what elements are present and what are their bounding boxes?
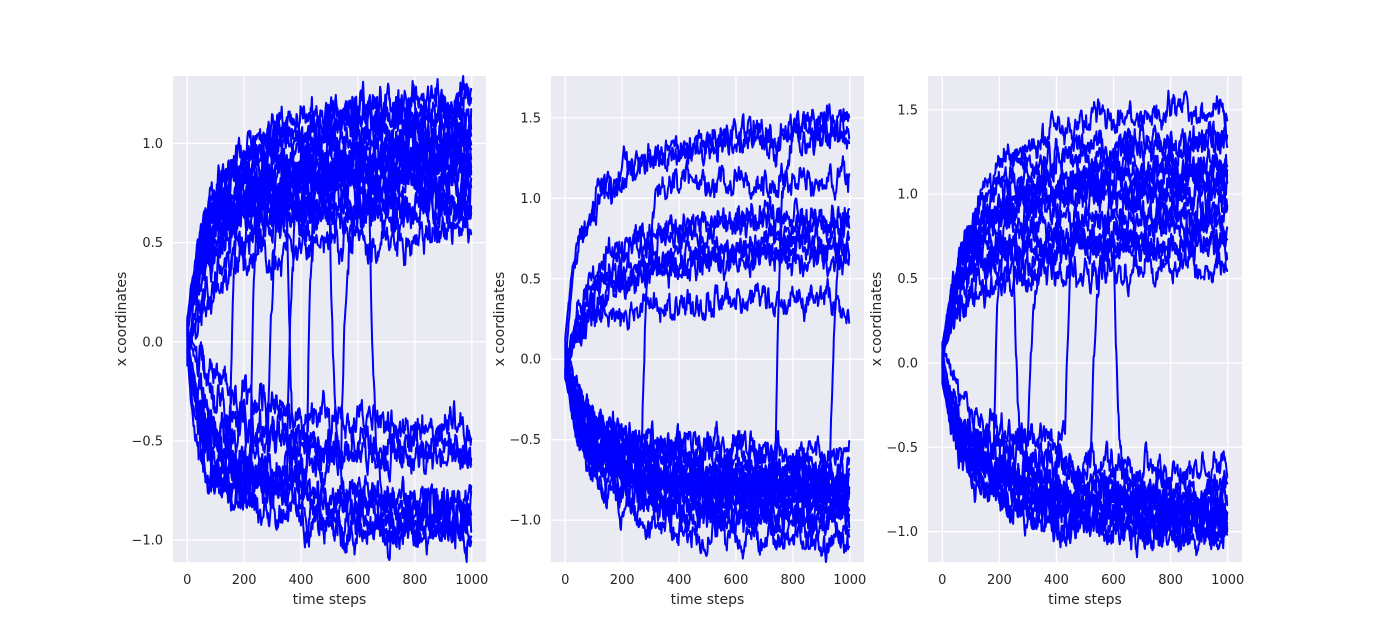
x-tick-label: 0 [561,573,569,588]
y-tick-label: −1.0 [509,514,541,529]
x-tick-label: 800 [780,573,805,588]
series-line [941,360,1229,490]
x-axis-label: time steps [671,592,745,608]
y-tick-label: −0.5 [886,441,918,456]
series-line [186,177,473,562]
y-tick-label: −1.0 [886,525,918,540]
subplot-2: 0 200 400 600 800 1000 −1.0 −0.5 0.0 0.5 1.0 1.5 tim… [492,76,866,608]
x-tick-label: 600 [1101,573,1126,588]
subplot-1: 0 200 400 600 800 1000 −1.0 −0.5 0.0 0.5 1.0 time s… [114,75,488,608]
x-tick-label: 400 [289,573,314,588]
series-line [564,206,851,371]
x-tick-label: 600 [346,573,371,588]
y-tick-label: −1.0 [131,534,163,549]
y-tick-label: 1.0 [520,192,541,207]
x-tick-label: 200 [987,573,1012,588]
y-tick-label: 1.0 [897,188,918,203]
trajectory-lines [564,103,851,563]
series-line [941,89,1229,370]
x-tick-label: 0 [938,573,946,588]
y-tick-label: 1.0 [142,137,163,152]
x-tick-label: 800 [402,573,427,588]
y-tick-label: 0.5 [142,236,163,251]
y-tick-label: 0.0 [142,335,163,350]
x-tick-label: 1000 [1211,573,1244,588]
y-axis-label: x coordinates [869,272,885,367]
y-tick-label: −0.5 [509,433,541,448]
y-tick-label: 0.5 [520,272,541,287]
series-line [186,178,473,544]
x-tick-label: 800 [1158,573,1183,588]
subplot-3: 0 200 400 600 800 1000 −1.0 −0.5 0.0 0.5 1.0 1.5 tim… [869,76,1244,608]
y-tick-label: 0.5 [897,272,918,287]
series-line [186,329,473,455]
x-tick-label: 1000 [833,573,866,588]
series-line [564,111,851,379]
x-tick-label: 200 [610,573,635,588]
x-tick-label: 1000 [455,573,488,588]
series-line [564,341,851,474]
x-tick-label: 0 [183,573,191,588]
y-tick-label: −0.5 [131,434,163,449]
x-tick-label: 400 [667,573,692,588]
series-line [941,247,1229,352]
y-tick-label: 0.0 [897,356,918,371]
y-tick-label: 1.5 [520,111,541,126]
series-line [564,369,851,543]
series-line [186,326,473,483]
y-tick-label: 1.5 [897,103,918,118]
series-line [564,367,851,519]
trajectory-lines [186,75,473,563]
series-line [941,124,1229,350]
x-axis-label: time steps [293,592,367,608]
x-tick-label: 600 [724,573,749,588]
y-axis-label: x coordinates [114,272,130,367]
series-line [564,277,851,367]
series-line [564,229,851,369]
x-axis-label: time steps [1048,592,1122,608]
series-line [941,192,1229,359]
y-tick-label: 0.0 [520,353,541,368]
y-axis-label: x coordinates [492,272,508,367]
x-tick-label: 400 [1044,573,1069,588]
series-line [941,220,1229,551]
trajectory-lines [941,89,1229,559]
x-tick-label: 200 [232,573,257,588]
